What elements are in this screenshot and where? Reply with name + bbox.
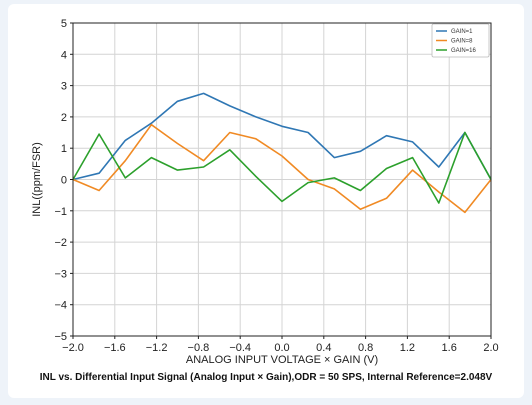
legend-entry: GAIN=1 — [451, 29, 473, 35]
x-tick-label: 2.0 — [483, 342, 498, 354]
y-tick-label: 1 — [61, 143, 67, 155]
y-tick-label: 3 — [61, 81, 67, 93]
series-line-gain-1 — [72, 92, 492, 181]
y-tick-label: −3 — [54, 268, 67, 280]
series-line-gain-16 — [72, 131, 492, 204]
chart-caption: INL vs. Differential Input Signal (Analo… — [39, 372, 493, 383]
y-tick-label: 2 — [61, 112, 67, 124]
y-tick-label: −1 — [54, 206, 67, 218]
legend-entry: GAIN=8 — [451, 39, 473, 45]
series-lines — [72, 92, 492, 214]
legend-entry: GAIN=16 — [451, 48, 477, 54]
series-line-gain-8 — [72, 123, 492, 214]
x-tick-label: −1.2 — [146, 342, 168, 354]
y-tick-label: 5 — [61, 18, 67, 30]
x-axis-label: ANALOG INPUT VOLTAGE × GAIN (V) — [186, 354, 378, 366]
x-tick-label: −1.6 — [104, 342, 126, 354]
x-tick-label: 0.0 — [274, 342, 289, 354]
legend: GAIN=1 GAIN=8 GAIN=16 — [431, 23, 490, 58]
grid — [72, 22, 492, 337]
x-tick-label: −0.8 — [188, 342, 210, 354]
x-tick-label: 1.2 — [400, 342, 415, 354]
y-axis-label: INL((ppm/FSR) — [31, 142, 43, 217]
y-tick-label: −5 — [54, 331, 67, 343]
x-tick-label: 1.6 — [442, 342, 457, 354]
legend-box — [431, 23, 490, 58]
y-tick-label: 0 — [61, 175, 67, 187]
x-tick-label: 0.8 — [358, 342, 373, 354]
x-tick-label: −2.0 — [62, 342, 84, 354]
x-tick-label: −0.4 — [229, 342, 251, 354]
x-tick-labels: −2.0 −1.6 −1.2 −0.8 −0.4 0.0 0.4 0.8 1.2 1.6 2.0 — [62, 336, 499, 354]
y-tick-label: −2 — [54, 237, 67, 249]
y-tick-labels: 5 4 3 2 1 0 −1 −2 −3 −4 −5 — [54, 18, 73, 343]
y-tick-label: −4 — [54, 300, 67, 312]
x-tick-label: 0.4 — [316, 342, 331, 354]
y-tick-label: 4 — [61, 49, 67, 61]
